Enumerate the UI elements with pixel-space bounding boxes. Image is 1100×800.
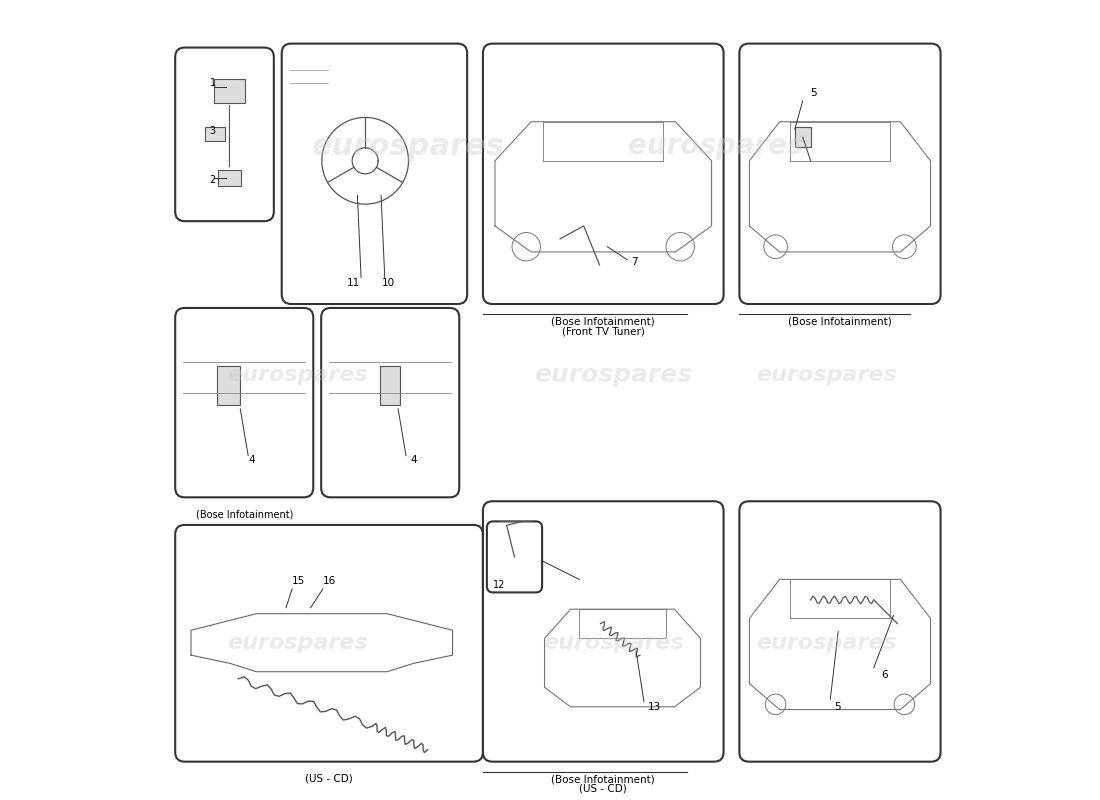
Text: (Bose Infotainment): (Bose Infotainment) (196, 509, 293, 519)
Text: 12: 12 (493, 581, 506, 590)
Bar (381, 366, 400, 405)
Text: 11: 11 (346, 278, 360, 288)
Text: (Front TV Tuner): (Front TV Tuner) (562, 326, 645, 336)
Text: 1: 1 (210, 78, 216, 88)
Text: 5: 5 (811, 88, 817, 98)
Bar (217, 366, 240, 405)
Text: 3: 3 (210, 126, 216, 136)
Text: eurospares: eurospares (628, 132, 803, 160)
Text: 7: 7 (631, 257, 638, 267)
Text: 2: 2 (210, 175, 216, 185)
Text: eurospares: eurospares (756, 365, 896, 385)
Text: (US - CD): (US - CD) (580, 784, 627, 794)
Bar (795, 127, 811, 147)
Text: 4: 4 (410, 455, 417, 466)
Text: eurospares: eurospares (756, 634, 896, 654)
Bar (205, 127, 224, 142)
Text: 6: 6 (881, 670, 888, 680)
Text: 10: 10 (383, 278, 395, 288)
Text: (Bose Infotainment): (Bose Infotainment) (788, 317, 892, 326)
Text: 4: 4 (249, 455, 255, 466)
Text: (Bose Infotainment): (Bose Infotainment) (551, 774, 656, 784)
Bar (213, 79, 245, 102)
Text: (Bose Infotainment): (Bose Infotainment) (551, 317, 656, 326)
Text: 15: 15 (293, 576, 306, 586)
Text: eurospares: eurospares (535, 363, 692, 387)
Bar (218, 170, 241, 186)
Text: eurospares: eurospares (227, 634, 367, 654)
Text: (US - CD): (US - CD) (305, 774, 353, 783)
Text: 16: 16 (323, 576, 337, 586)
Text: eurospares: eurospares (542, 634, 683, 654)
Text: eurospares: eurospares (311, 132, 504, 161)
Text: 5: 5 (834, 702, 840, 711)
Text: 13: 13 (648, 702, 661, 711)
Text: eurospares: eurospares (227, 365, 367, 385)
